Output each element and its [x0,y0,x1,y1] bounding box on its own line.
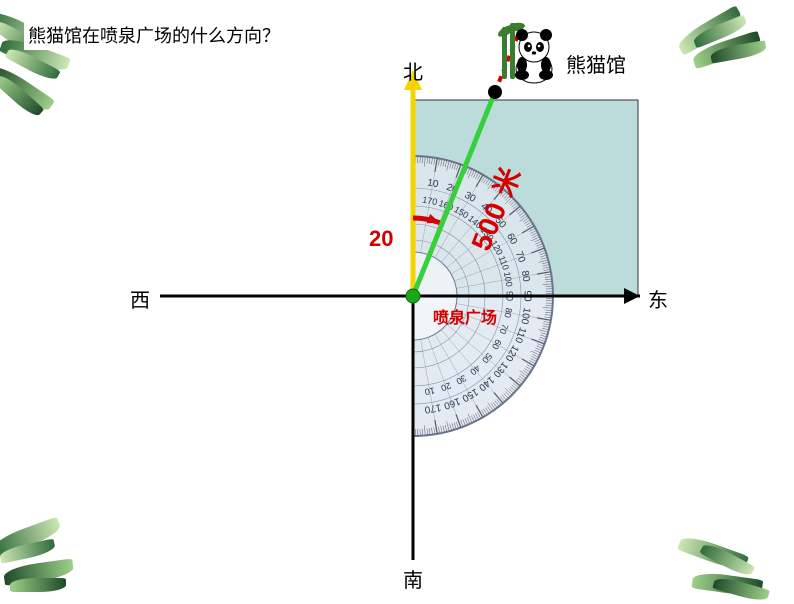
center-label: 喷泉广场 [433,304,497,328]
target-dot [488,85,502,99]
east-label: 东 [648,284,668,313]
south-label: 南 [403,564,423,593]
compass-diagram: 1017020160301504014050130601207011080100… [0,0,794,596]
target-label: 熊猫馆 [566,49,626,78]
svg-text:80: 80 [502,307,514,319]
origin-dot [406,289,420,303]
west-label: 西 [130,284,150,313]
north-label: 北 [403,56,423,85]
panda-icon [496,21,553,83]
angle-value-label: 20 [369,226,393,252]
svg-text:10: 10 [424,385,436,397]
